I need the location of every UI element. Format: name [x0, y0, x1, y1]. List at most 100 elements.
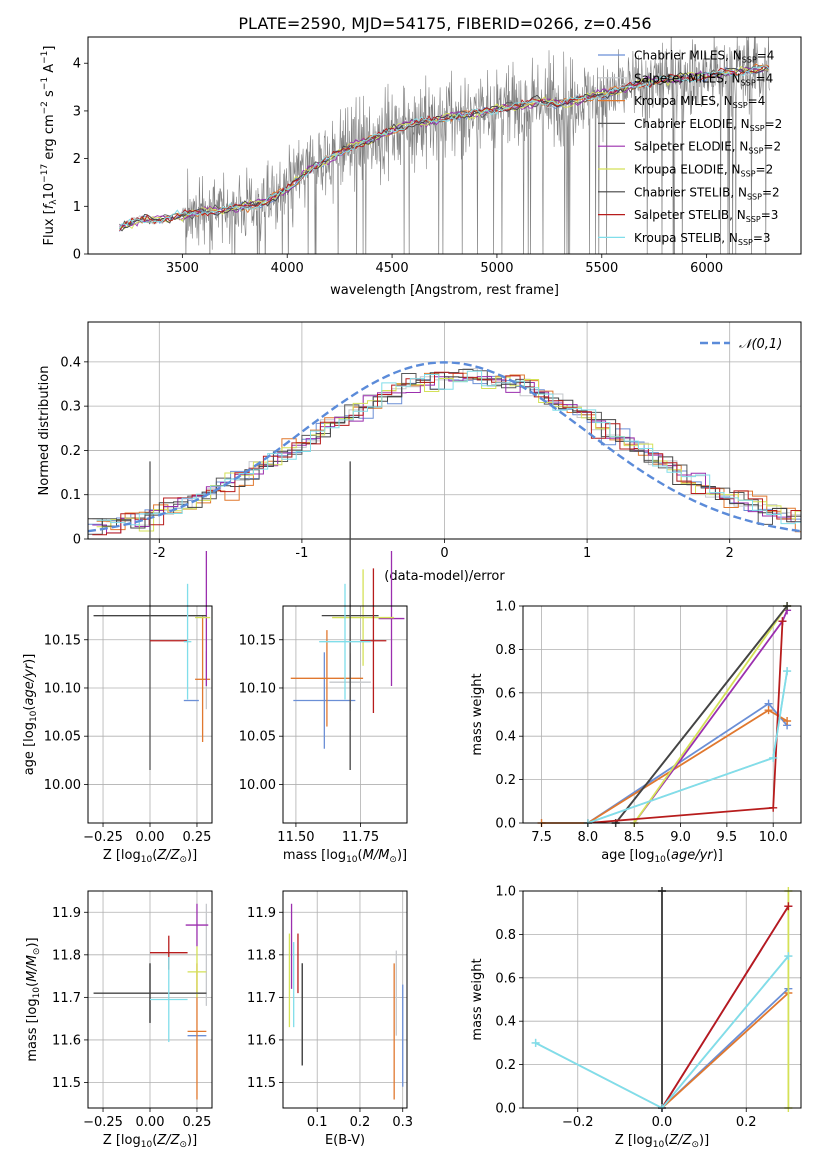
y-tick-label: 0.6	[495, 971, 516, 986]
x-tick-label: 0.00	[136, 830, 165, 845]
weight-line	[587, 621, 784, 824]
x-tick-label: 0.2	[736, 1115, 757, 1130]
weight-series	[611, 602, 792, 827]
x-tick-label: 7.5	[531, 830, 552, 845]
x-axis-label: Z [log10(Z/Z⊙)]	[103, 1133, 197, 1150]
errorbar-point	[319, 583, 371, 700]
legend-label: Salpeter ELODIE, NSSP=2	[634, 140, 781, 156]
errorbar-point	[185, 903, 209, 947]
y-tick-label: 10.00	[44, 778, 81, 793]
legend-label: Kroupa STELIB, NSSP=3	[634, 231, 771, 247]
histogram-series	[96, 372, 801, 533]
weight-line	[661, 992, 790, 1109]
y-tick-label: 11.5	[52, 1076, 81, 1091]
x-tick-label: 2	[726, 546, 734, 561]
x-tick-label: 5000	[480, 261, 513, 276]
age-vs-Z-marks	[93, 461, 211, 770]
errorbar-point	[378, 551, 405, 687]
x-tick-label: 10.0	[759, 830, 788, 845]
x-tick-label: 6000	[690, 261, 723, 276]
y-tick-label: 2	[73, 152, 81, 167]
weight-vs-age-marks	[537, 602, 792, 827]
mass-vs-EBV-marks	[288, 903, 404, 1100]
weight-marker	[764, 706, 773, 715]
weight-line	[661, 905, 790, 1109]
legend: 𝒩(0,1)	[700, 337, 782, 352]
errorbar-point	[293, 652, 356, 749]
y-tick-label: 11.6	[52, 1033, 81, 1048]
legend-label: Salpeter MILES, NSSP=4	[634, 71, 773, 87]
weight-marker	[784, 902, 793, 911]
y-tick-label: 0.1	[60, 488, 81, 503]
y-tick-label: 11.7	[247, 991, 276, 1006]
weight-marker	[531, 1038, 540, 1047]
x-tick-label: 0.1	[307, 1115, 328, 1130]
y-tick-label: 11.5	[247, 1076, 276, 1091]
y-tick-label: 3	[73, 104, 81, 119]
axes-frame	[87, 321, 802, 540]
x-axis-label: Z [log10(Z/Z⊙)]	[103, 848, 197, 865]
figure-title: PLATE=2590, MJD=54175, FIBERID=0266, z=0…	[238, 14, 651, 33]
y-tick-label: 11.9	[52, 906, 81, 921]
y-tick-label: 1	[73, 200, 81, 215]
weight-marker	[783, 667, 792, 676]
y-tick-label: 10.15	[44, 633, 81, 648]
age-vs-mass-panel: 11.50 11.75 10.00 10.05 10.10 10.15 mass [log1…	[239, 461, 408, 865]
weight-marker	[769, 803, 778, 812]
histogram-series	[92, 368, 801, 526]
y-tick-label: 0.4	[60, 355, 81, 370]
errorbar-point	[290, 630, 364, 727]
y-tick-label: 0	[73, 533, 81, 548]
y-axis-label: age [log10(age/yr)]	[22, 654, 39, 776]
legend-label: Chabrier ELODIE, NSSP=2	[634, 117, 782, 133]
histogram-series	[96, 370, 801, 526]
weight-marker	[769, 753, 778, 762]
axes-frame	[282, 605, 408, 824]
y-tick-label: 0.0	[495, 817, 516, 832]
errorbar-point	[93, 963, 207, 1023]
x-tick-label: 0.25	[182, 1115, 211, 1130]
errorbar-point	[332, 569, 395, 666]
y-tick-label: 4	[73, 57, 81, 72]
y-axis-label: mass weight	[470, 673, 485, 755]
y-tick-label: 10.05	[44, 730, 81, 745]
x-tick-label: 9.0	[670, 830, 691, 845]
x-tick-label: 0.3	[392, 1115, 413, 1130]
x-tick-label: 0.00	[136, 1115, 165, 1130]
errorbar-point	[195, 616, 211, 742]
axes-frame	[522, 890, 802, 1109]
axes-frame	[282, 890, 408, 1109]
weight-series	[658, 887, 666, 1112]
y-tick-label: 1.0	[495, 600, 516, 615]
errorbar-point	[360, 568, 387, 714]
axes-frame	[87, 605, 213, 824]
axes-frame	[87, 890, 213, 1109]
y-tick-label: 0.3	[60, 400, 81, 415]
x-axis-label: (data-model)/error	[384, 569, 505, 584]
age-vs-Z-panel: −0.25 0.00 0.25 10.00 10.05 10.10 10.15 Z [log1…	[22, 461, 213, 865]
weight-marker	[784, 952, 793, 961]
errorbar-point	[150, 956, 188, 1043]
y-tick-label: 0.4	[495, 1015, 516, 1030]
x-tick-label: 9.5	[717, 830, 738, 845]
age-vs-mass-marks	[290, 461, 405, 770]
weight-line	[633, 605, 788, 824]
weight-vs-Z-marks	[531, 887, 793, 1112]
legend: Chabrier MILES, NSSP=4 Salpeter MILES, NS…	[598, 49, 782, 247]
y-tick-label: 11.8	[247, 948, 276, 963]
model-spectrum-line	[119, 65, 770, 229]
normal-reference-curve	[87, 361, 802, 533]
x-tick-label: 11.75	[342, 830, 379, 845]
x-tick-label: 0	[440, 546, 448, 561]
errorbar-point	[183, 583, 192, 700]
spectrum-panel: 3500 4000 4500 5000 5500 6000 0 1 2 3 4 wavelength …	[40, 36, 802, 298]
mass-vs-EBV-panel: 0.1 0.2 0.3 11.5 11.6 11.7 11.8 11.9 E(B-V)	[247, 890, 413, 1148]
x-tick-label: -1	[295, 546, 308, 561]
y-tick-label: 11.6	[247, 1033, 276, 1048]
y-tick-label: 0.0	[495, 1102, 516, 1117]
y-axis-label: mass [log10(M/M⊙)]	[25, 937, 42, 1061]
x-tick-label: 0.0	[652, 1115, 673, 1130]
errorbar-point	[187, 946, 207, 998]
weight-vs-Z-panel: −0.2 0.0 0.2 0.0 0.2 0.4 0.6 0.8 1.0 Z [log10(Z/Z…	[470, 885, 802, 1150]
